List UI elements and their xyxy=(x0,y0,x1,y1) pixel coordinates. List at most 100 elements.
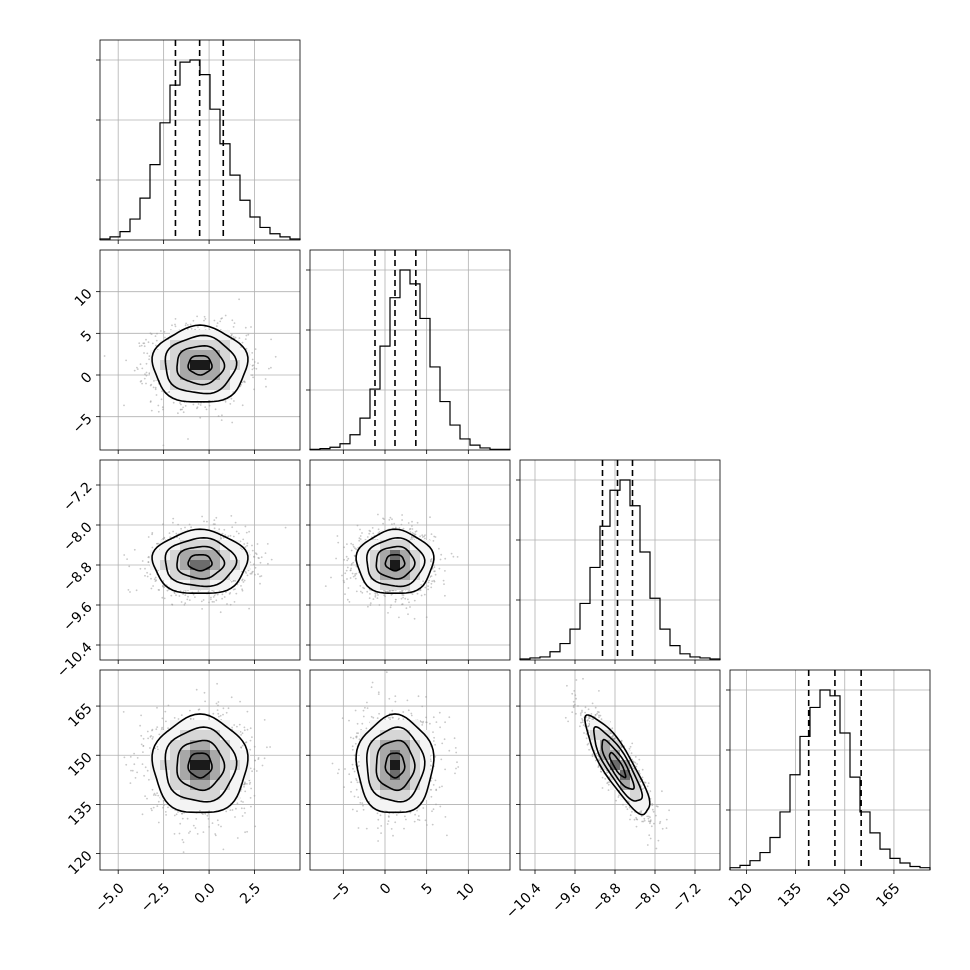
scatter-point xyxy=(192,319,195,322)
scatter-point xyxy=(398,616,400,619)
scatter-point xyxy=(185,322,188,325)
density-cell xyxy=(170,390,180,400)
density-cell xyxy=(150,360,160,370)
scatter-point xyxy=(230,515,233,517)
scatter-point xyxy=(182,406,185,409)
density-cell xyxy=(180,390,190,400)
density-cell xyxy=(170,380,180,390)
scatter-point xyxy=(240,570,243,573)
scatter-point xyxy=(162,584,164,587)
scatter-point xyxy=(401,603,404,605)
hist-bar xyxy=(600,526,610,660)
scatter-point xyxy=(219,611,222,614)
scatter-point xyxy=(247,333,250,336)
scatter-point xyxy=(231,526,234,529)
scatter-point xyxy=(129,591,131,593)
contour-line xyxy=(151,324,249,403)
hist-bar xyxy=(580,603,590,660)
scatter-point xyxy=(201,608,204,610)
scatter-point xyxy=(128,565,131,568)
scatter-point xyxy=(349,577,352,579)
density-cell xyxy=(160,340,170,350)
scatter-point xyxy=(235,530,238,533)
scatter-point xyxy=(424,537,426,540)
contour-line xyxy=(164,334,238,395)
density-cell xyxy=(210,550,220,560)
scatter-point xyxy=(251,544,253,547)
scatter-point xyxy=(151,532,154,534)
scatter-point xyxy=(407,613,409,616)
scatter-point xyxy=(241,744,244,747)
scatter-point xyxy=(173,814,176,817)
scatter-point xyxy=(250,572,253,575)
scatter-point xyxy=(177,523,180,526)
scatter-point xyxy=(103,355,106,357)
scatter-point xyxy=(154,580,157,582)
scatter-point xyxy=(148,372,151,375)
density-cell xyxy=(210,370,220,380)
scatter-point xyxy=(214,408,217,411)
scatter-point xyxy=(220,825,222,828)
scatter-point xyxy=(259,575,261,578)
scatter-point xyxy=(150,409,153,412)
scatter-point xyxy=(144,567,146,570)
scatter-point xyxy=(251,374,254,376)
scatter-point xyxy=(369,602,372,604)
hist-bar xyxy=(150,165,160,240)
scatter-point xyxy=(221,317,224,319)
scatter-point xyxy=(433,566,436,569)
scatter-point xyxy=(229,603,232,606)
scatter-point xyxy=(147,341,150,344)
scatter-point xyxy=(270,558,273,561)
scatter-point xyxy=(232,391,235,393)
scatter-point xyxy=(144,574,146,577)
scatter-point xyxy=(242,581,245,583)
scatter-point xyxy=(413,599,416,602)
scatter-point xyxy=(203,520,205,523)
scatter-point xyxy=(214,523,216,526)
scatter-point xyxy=(254,573,256,576)
scatter-point xyxy=(215,599,218,602)
scatter-point xyxy=(390,593,393,596)
scatter-point xyxy=(217,701,220,703)
scatter-point xyxy=(155,394,158,396)
scatter-point xyxy=(371,527,374,529)
scatter-point xyxy=(344,593,346,595)
density-cell xyxy=(180,380,190,390)
scatter-point xyxy=(241,815,244,817)
panel-frame xyxy=(99,39,301,241)
scatter-point xyxy=(203,315,206,318)
scatter-point xyxy=(400,523,403,526)
scatter-point xyxy=(402,527,405,530)
scatter-point xyxy=(425,616,428,619)
scatter-point xyxy=(411,525,413,527)
scatter-point xyxy=(163,597,166,600)
scatter-point xyxy=(180,601,183,603)
density-cell xyxy=(160,370,170,380)
density-cell xyxy=(180,330,190,340)
scatter-point xyxy=(372,598,375,600)
scatter-point xyxy=(139,380,142,383)
scatter-point xyxy=(199,416,202,419)
scatter-point xyxy=(148,358,151,361)
scatter-point xyxy=(270,366,272,369)
scatter-point xyxy=(150,333,153,335)
scatter-point xyxy=(148,355,151,357)
hist-step xyxy=(99,59,301,240)
scatter-point xyxy=(244,525,247,528)
hist-bar xyxy=(660,629,670,660)
scatter-point xyxy=(229,403,232,405)
scatter-point xyxy=(153,578,156,581)
density-cell xyxy=(190,380,200,390)
scatter-point xyxy=(355,590,358,593)
scatter-point xyxy=(391,518,393,521)
scatter-point xyxy=(216,593,219,596)
panel-r0-c0 xyxy=(96,39,301,244)
density-cell xyxy=(200,540,210,550)
scatter-point xyxy=(337,541,340,544)
scatter-point xyxy=(243,543,246,545)
scatter-point xyxy=(343,581,346,584)
scatter-point xyxy=(180,403,182,406)
panel-frame xyxy=(309,249,511,451)
scatter-point xyxy=(173,717,176,719)
